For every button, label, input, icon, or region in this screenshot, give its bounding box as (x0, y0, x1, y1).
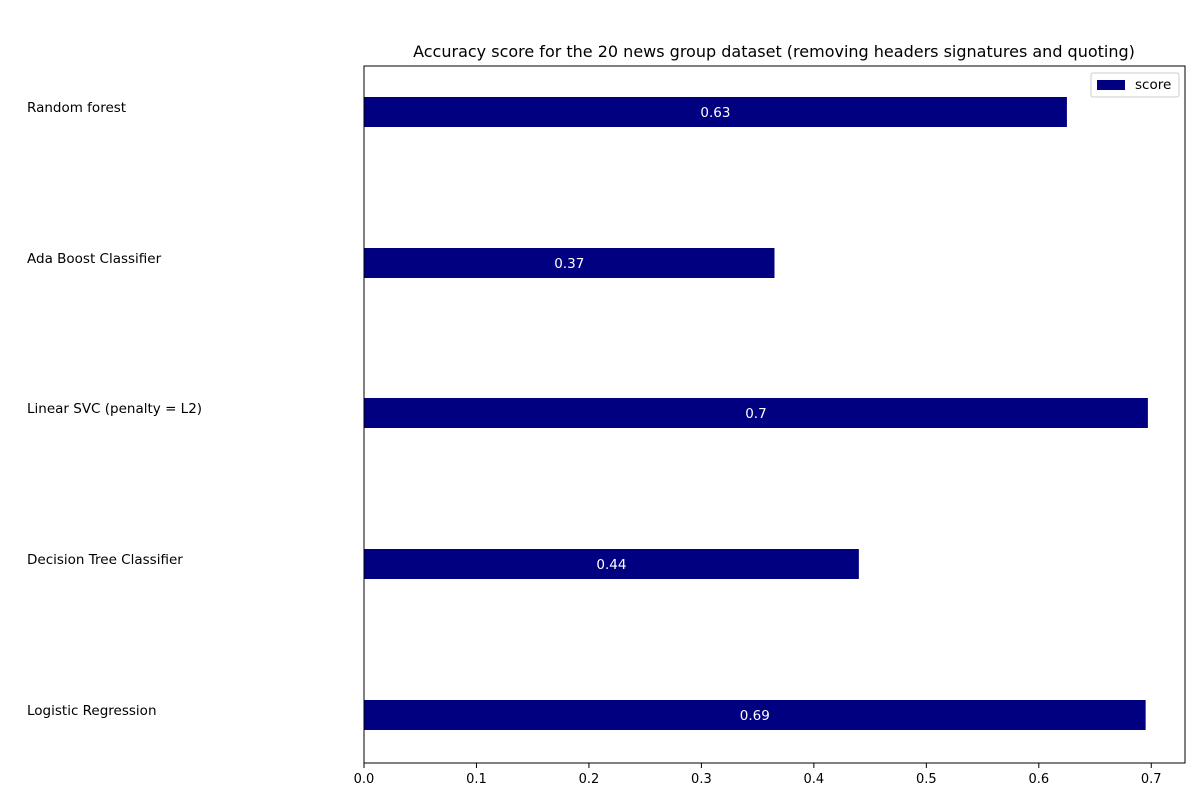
bars-layer: 0.63 0.37 0.7 0.44 0.69 (364, 97, 1148, 730)
x-tick-label-5: 0.5 (916, 772, 937, 787)
data-label-2: 0.7 (745, 406, 766, 422)
bar-0 (364, 97, 1067, 127)
plot-frame (363, 65, 1186, 764)
x-tick-label-2: 0.2 (579, 772, 600, 787)
chart-title: Accuracy score for the 20 news group dat… (413, 42, 1135, 61)
bar-2 (364, 398, 1148, 428)
category-labels: Random forest Ada Boost Classifier Linear … (27, 100, 202, 719)
category-label-1: Ada Boost Classifier (27, 251, 162, 267)
category-label-2: Linear SVC (penalty = L2) (27, 401, 202, 417)
bar-3 (364, 549, 859, 579)
data-label-0: 0.63 (700, 105, 730, 121)
x-tick-label-7: 0.7 (1141, 772, 1162, 787)
x-tick-label-6: 0.6 (1028, 772, 1049, 787)
x-tick-label-3: 0.3 (691, 772, 712, 787)
data-label-4: 0.69 (740, 708, 770, 724)
bar-4 (364, 700, 1146, 730)
legend: score (1090, 72, 1180, 98)
legend-swatch (1097, 80, 1125, 90)
x-axis: 0.0 0.1 0.2 0.3 0.4 0.5 0.6 0.7 (354, 763, 1162, 787)
x-tick-label-1: 0.1 (466, 772, 487, 787)
category-label-0: Random forest (27, 100, 126, 116)
legend-box (1090, 72, 1180, 98)
bar-1 (364, 248, 775, 278)
x-tick-label-4: 0.4 (804, 772, 825, 787)
category-label-4: Logistic Regression (27, 703, 157, 719)
x-tick-label-0: 0.0 (354, 772, 375, 787)
legend-label: score (1135, 77, 1171, 93)
category-label-3: Decision Tree Classifier (27, 552, 183, 568)
data-label-3: 0.44 (596, 557, 626, 573)
data-label-1: 0.37 (554, 256, 584, 272)
